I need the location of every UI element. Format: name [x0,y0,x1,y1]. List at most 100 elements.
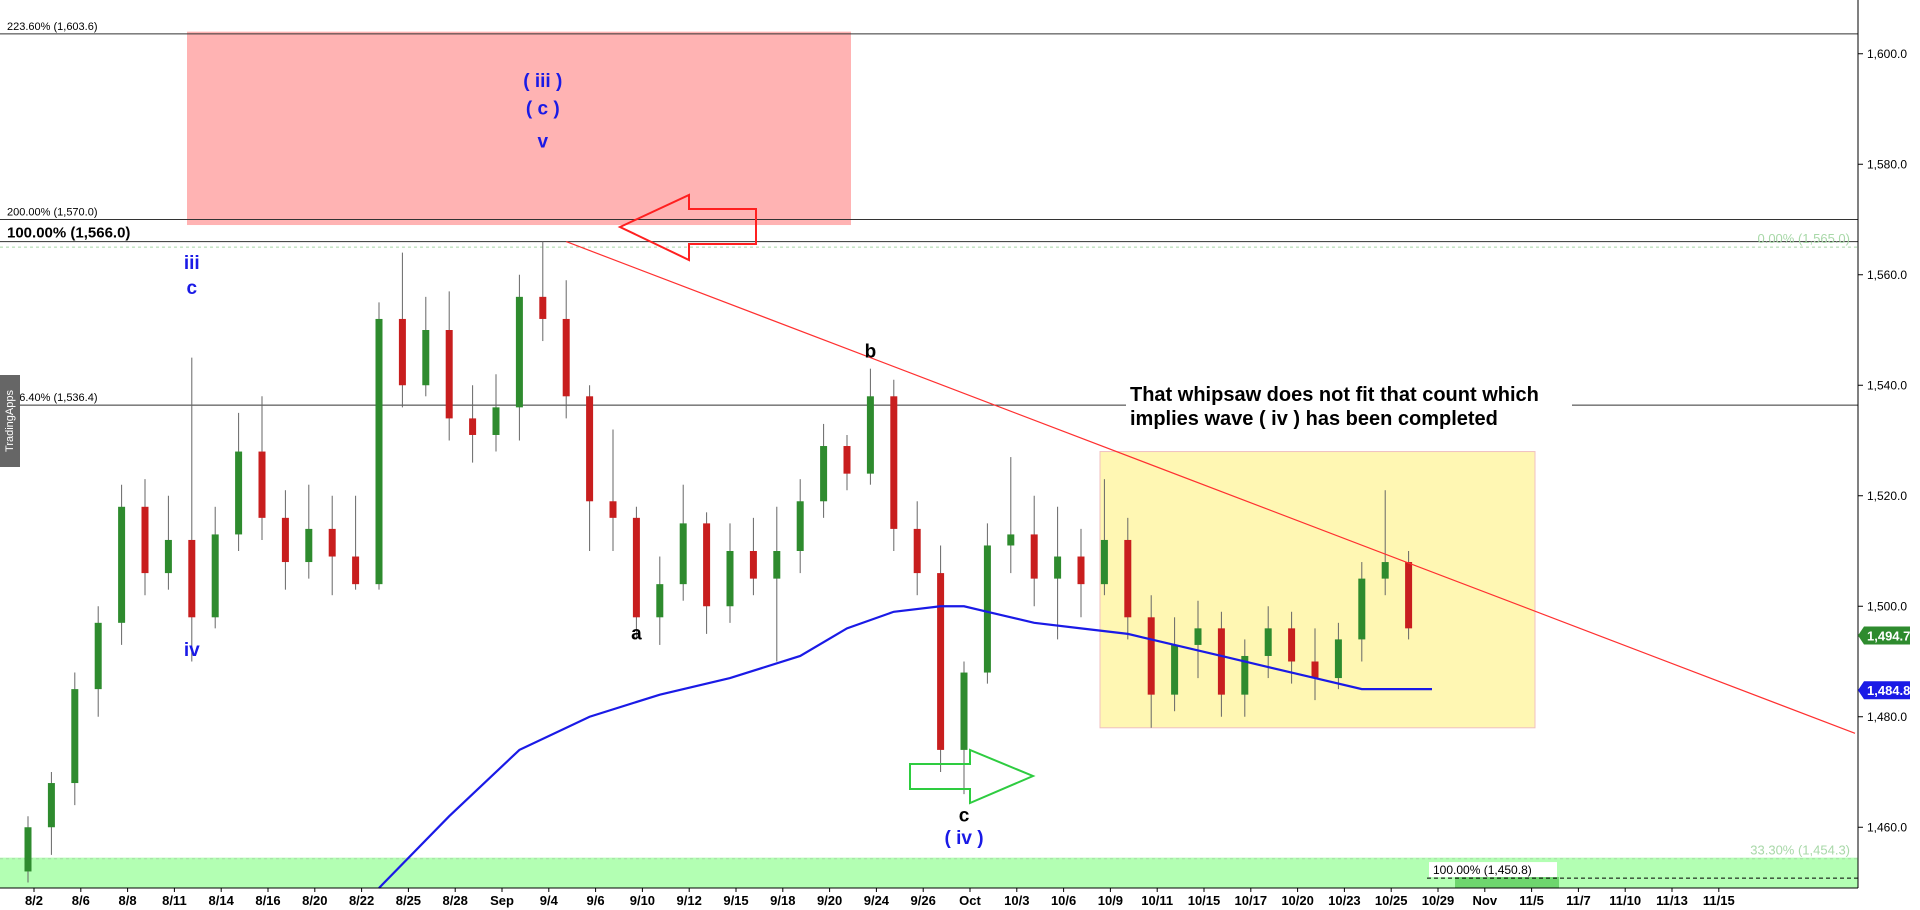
overlay-layer [378,193,1856,889]
fib-label-3: 176.40% (1,536.4) [7,392,98,404]
right-fib-label-1: 33.30% (1,454.3) [1750,843,1850,858]
candle-body-36 [866,396,874,474]
candle-body-9 [235,451,243,535]
red-arrow-icon [617,193,757,262]
candle-body-5 [141,506,149,574]
candle-body-58 [1381,562,1389,579]
price-tick-label-3: 1,520.0 [1867,489,1907,503]
whipsaw-annotation: That whipsaw does not fit that count whi… [1126,383,1572,433]
candle-body-46 [1100,539,1108,585]
candle-body-0 [24,827,32,872]
candle-body-43 [1030,534,1038,579]
candle-body-47 [1124,539,1132,618]
wave-label-1: ( c ) [526,99,560,120]
price-tick-label-7: 1,600.0 [1867,47,1907,61]
date-tick-label-23: 10/9 [1098,893,1123,908]
inner-fib-label: 100.00% (1,450.8) [1433,863,1532,877]
candle-body-35 [843,446,851,474]
date-tick-label-34: 11/10 [1609,893,1641,908]
fib-label-0: 223.60% (1,603.6) [7,21,98,33]
candle-body-49 [1171,644,1179,695]
price-tick-label-0: 1,460.0 [1867,820,1907,834]
candle-body-44 [1054,556,1062,579]
candle-body-1 [47,783,55,828]
date-tick-label-33: 11/7 [1566,893,1591,908]
date-tick-label-5: 8/16 [255,893,280,908]
price-tick-label-4: 1,540.0 [1867,378,1907,392]
candle-body-4 [118,506,126,623]
date-tick-label-36: 11/15 [1703,893,1735,908]
last-price-badge [1858,626,1910,645]
candle-body-8 [211,534,219,618]
candle-body-27 [656,584,664,618]
candle-body-10 [258,451,266,518]
date-tick-label-17: 9/20 [817,893,842,908]
candle-body-53 [1264,628,1272,656]
candle-body-40 [960,672,968,750]
last-price-value: 1,494.7 [1867,629,1910,644]
candle-body-56 [1334,639,1342,679]
date-tick-label-25: 10/15 [1188,893,1221,908]
date-tick-label-22: 10/6 [1051,893,1076,908]
candle-body-7 [188,539,196,618]
fib-label-1: 200.00% (1,570.0) [7,207,98,219]
date-tick-label-2: 8/8 [119,893,137,908]
candle-body-25 [609,501,617,518]
wave-label-3: iii [184,253,200,274]
wave-label-7: b [865,342,877,363]
annotation-line-1: That whipsaw does not fit that count whi… [1130,384,1539,406]
candle-body-50 [1194,628,1202,645]
date-tick-label-3: 8/11 [162,893,187,908]
right-fib-label-0: 0.00% (1,565.0) [1757,231,1850,246]
date-tick-label-4: 8/14 [209,893,235,908]
date-tick-label-13: 9/10 [630,893,655,908]
candle-body-3 [94,622,102,690]
candle-body-13 [328,528,336,557]
annotation-line-2: implies wave ( iv ) has been completed [1130,408,1498,430]
inner-fib-label-bg [1429,862,1557,878]
date-tick-label-19: 9/26 [911,893,936,908]
moving-average-line [378,605,1432,889]
candle-body-22 [539,296,547,319]
wave-label-8: c [959,806,970,827]
candle-body-52 [1241,655,1249,695]
candle-body-29 [703,523,711,607]
candle-body-11 [281,517,289,563]
date-tick-label-16: 9/18 [770,893,795,908]
date-tick-label-31: Nov [1473,893,1498,908]
candle-body-59 [1405,562,1413,629]
candle-body-30 [726,551,734,607]
candle-body-57 [1358,578,1366,640]
ma-value-badge [1858,681,1910,700]
watermark-text: TradingApps [4,390,16,452]
candle-body-33 [796,501,804,551]
support-zone-highlight [1455,876,1559,888]
candle-body-54 [1288,628,1296,662]
tradingapps-watermark: TradingApps [0,375,20,467]
wave-label-0: ( iii ) [523,71,562,92]
date-tick-label-12: 9/6 [587,893,605,908]
date-tick-label-32: 11/5 [1519,893,1544,908]
candle-body-48 [1147,617,1155,695]
date-tick-label-1: 8/6 [72,893,90,908]
candle-body-24 [586,396,594,502]
candle-body-23 [562,318,570,397]
wave-label-2: v [538,132,549,153]
wave-label-6: a [631,623,642,644]
date-tick-label-21: 10/3 [1004,893,1029,908]
date-tick-label-0: 8/2 [25,893,43,908]
date-tick-label-9: 8/28 [443,893,468,908]
candle-body-2 [71,689,79,784]
candle-body-17 [422,330,430,386]
descending-trendline [565,241,1856,734]
green-arrow-icon [909,748,1036,805]
price-tick-label-2: 1,500.0 [1867,599,1907,613]
wave-label-4: c [187,278,198,299]
date-tick-label-28: 10/23 [1328,893,1361,908]
grid-layer: 223.60% (1,603.6) 200.00% (1,570.0) 100.00… [0,21,1858,879]
candle-body-38 [913,528,921,574]
date-tick-label-26: 10/17 [1235,893,1268,908]
candle-body-55 [1311,661,1319,679]
date-tick-label-10: Sep [490,893,514,908]
